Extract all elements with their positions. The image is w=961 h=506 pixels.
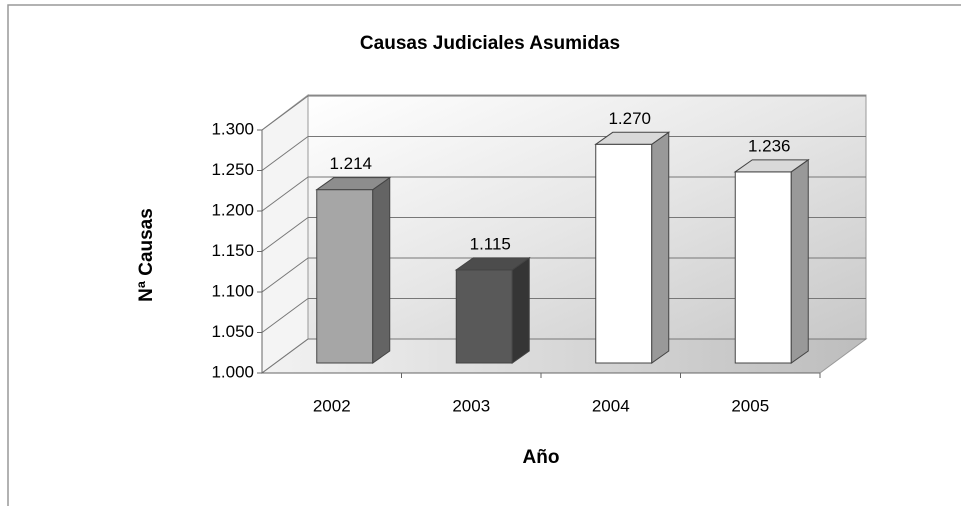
y-tick-label: 1.050 [211, 322, 254, 341]
bar-side [790, 158, 809, 364]
bar [455, 269, 513, 364]
frame [7, 4, 961, 506]
grid-line [261, 217, 309, 252]
value-label: 1.115 [470, 234, 511, 253]
value-label: 1.270 [608, 109, 651, 128]
grid-line [261, 136, 309, 171]
bar-top [594, 131, 671, 145]
y-tick-label: 1.100 [211, 281, 254, 300]
bar-top [733, 159, 810, 173]
grid-line [261, 95, 309, 131]
bar-side [372, 176, 391, 364]
grid-line [261, 257, 309, 293]
chart-title: Causas Judiciales Asumidas [360, 33, 620, 54]
y-tick-label: 1.300 [211, 119, 254, 138]
bar [595, 143, 653, 364]
x-tick-label: 2004 [592, 396, 630, 415]
bar [734, 171, 792, 364]
grid-line [261, 338, 309, 374]
value-label: 1.214 [329, 154, 372, 173]
y-tick-label: 1.000 [211, 362, 254, 381]
y-tick-label: 1.250 [211, 160, 254, 179]
x-axis-title: Año [523, 447, 560, 468]
y-tick-label: 1.200 [211, 200, 254, 219]
grid-line [261, 176, 309, 212]
bar [316, 189, 374, 364]
y-tick-label: 1.150 [211, 241, 254, 260]
bar-top [315, 177, 392, 191]
value-label: 1.236 [748, 136, 791, 155]
bar-top [454, 257, 531, 271]
bar-side [651, 131, 670, 364]
x-tick-label: 2003 [452, 396, 490, 415]
y-axis-title: Nª Causas [136, 208, 157, 302]
bar-side [511, 256, 530, 364]
x-tick-label: 2002 [313, 396, 351, 415]
x-tick-label: 2005 [731, 396, 769, 415]
grid-line [261, 298, 309, 333]
